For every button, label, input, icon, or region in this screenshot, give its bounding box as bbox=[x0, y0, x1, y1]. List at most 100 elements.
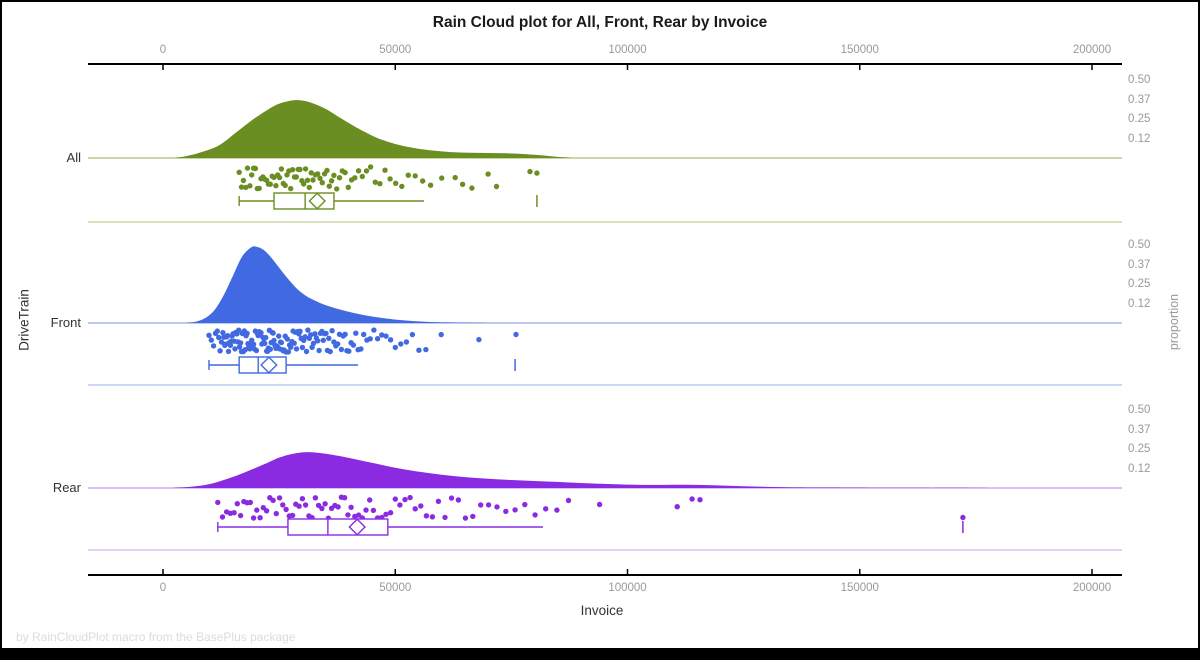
rain-point-rear bbox=[322, 501, 328, 507]
rain-point-front bbox=[438, 331, 444, 338]
rain-point-front bbox=[250, 341, 257, 347]
rain-point-rear bbox=[412, 506, 418, 512]
bottom-black-bar bbox=[0, 648, 1200, 660]
rain-point-rear bbox=[494, 504, 500, 510]
proportion-tick-label: 0.37 bbox=[1128, 423, 1151, 436]
rain-point-front bbox=[253, 347, 260, 354]
rain-point-rear bbox=[512, 507, 518, 513]
rain-point-all bbox=[317, 175, 323, 181]
rain-point-front bbox=[291, 340, 297, 346]
rain-point-front bbox=[326, 335, 332, 341]
rain-point-front bbox=[293, 346, 300, 352]
rain-point-all bbox=[247, 183, 253, 189]
rain-point-all bbox=[252, 165, 259, 172]
rain-point-all bbox=[420, 178, 426, 184]
rain-point-rear bbox=[455, 497, 462, 503]
rain-point-rear bbox=[418, 503, 424, 509]
x-top-tick-label: 200000 bbox=[1072, 44, 1112, 56]
category-label-all: All bbox=[66, 149, 81, 165]
rain-point-front bbox=[278, 339, 285, 346]
rain-point-front bbox=[409, 331, 416, 338]
rain-point-all bbox=[289, 167, 296, 173]
rain-point-rear bbox=[387, 510, 394, 516]
rain-point-all bbox=[267, 181, 273, 187]
rain-point-rear bbox=[276, 495, 283, 501]
x-top-tick-label: 50000 bbox=[379, 44, 412, 56]
rain-point-front bbox=[323, 330, 329, 337]
rain-point-front bbox=[374, 336, 381, 342]
rain-point-rear bbox=[345, 512, 351, 518]
rain-point-all bbox=[399, 183, 405, 190]
rain-point-rear bbox=[435, 498, 442, 504]
rain-point-rear bbox=[532, 512, 538, 518]
rain-point-rear bbox=[674, 504, 680, 510]
rain-point-front bbox=[208, 337, 214, 343]
rain-point-front bbox=[227, 342, 234, 349]
rain-point-rear bbox=[462, 515, 469, 521]
rain-point-all bbox=[310, 177, 316, 183]
rain-point-rear bbox=[367, 497, 373, 503]
rain-point-front bbox=[271, 337, 277, 344]
rain-point-front bbox=[387, 337, 394, 343]
density-curve-front bbox=[186, 246, 489, 323]
rain-point-all bbox=[493, 183, 500, 190]
rain-point-rear bbox=[280, 502, 286, 508]
rain-point-front bbox=[217, 348, 223, 354]
rain-point-all bbox=[315, 171, 321, 177]
rain-point-rear bbox=[543, 506, 549, 512]
rain-point-front bbox=[284, 336, 290, 342]
rain-point-rear bbox=[270, 497, 276, 503]
proportion-tick-label: 0.12 bbox=[1128, 297, 1151, 310]
rain-point-rear bbox=[234, 501, 240, 507]
rain-point-rear bbox=[522, 501, 528, 508]
mean-diamond-front bbox=[260, 356, 278, 374]
rain-point-front bbox=[379, 332, 385, 338]
rain-point-front bbox=[476, 336, 482, 343]
rain-point-all bbox=[345, 184, 351, 190]
rain-point-front bbox=[392, 344, 398, 351]
rain-point-front bbox=[310, 340, 317, 346]
rain-point-rear bbox=[355, 512, 362, 518]
rain-point-rear bbox=[565, 497, 572, 504]
rain-point-all bbox=[405, 172, 411, 178]
rain-point-all bbox=[301, 181, 307, 187]
footnote: by RainCloudPlot macro from the BasePlus… bbox=[16, 630, 296, 644]
rain-point-front bbox=[513, 331, 519, 338]
x-axis-title: Invoice bbox=[580, 603, 624, 618]
x-top-tick-label: 150000 bbox=[840, 44, 879, 56]
rain-point-front bbox=[403, 339, 410, 345]
density-curve-all bbox=[174, 100, 572, 158]
rain-point-all bbox=[288, 185, 294, 192]
rain-point-rear bbox=[289, 512, 296, 519]
rain-point-rear bbox=[302, 502, 309, 508]
rain-point-front bbox=[288, 344, 294, 350]
rain-point-all bbox=[355, 168, 362, 174]
proportion-tick-label: 0.25 bbox=[1128, 113, 1151, 125]
rain-point-all bbox=[304, 177, 311, 183]
rain-point-all bbox=[326, 183, 332, 189]
rain-point-front bbox=[210, 343, 217, 349]
rain-point-all bbox=[363, 168, 370, 174]
rain-point-front bbox=[214, 328, 220, 334]
rain-point-rear bbox=[470, 513, 476, 520]
rain-point-front bbox=[225, 348, 232, 355]
rain-point-all bbox=[427, 182, 434, 188]
rain-point-front bbox=[367, 336, 373, 342]
x-top-tick-label: 0 bbox=[159, 44, 167, 56]
rain-point-all bbox=[336, 175, 343, 181]
rain-point-all bbox=[485, 171, 491, 177]
rain-point-rear bbox=[348, 504, 354, 510]
rain-point-all bbox=[527, 168, 533, 175]
rain-point-front bbox=[416, 347, 422, 353]
x-bottom-tick-label: 50000 bbox=[379, 582, 412, 594]
box-rear bbox=[287, 518, 389, 536]
rain-point-rear bbox=[247, 499, 253, 506]
rain-point-rear bbox=[397, 502, 403, 508]
proportion-tick-label: 0.37 bbox=[1128, 93, 1151, 106]
rain-point-front bbox=[338, 346, 345, 353]
rain-point-front bbox=[320, 337, 326, 343]
rain-point-front bbox=[350, 342, 357, 348]
rain-point-front bbox=[236, 344, 243, 350]
rain-point-rear bbox=[299, 496, 306, 502]
